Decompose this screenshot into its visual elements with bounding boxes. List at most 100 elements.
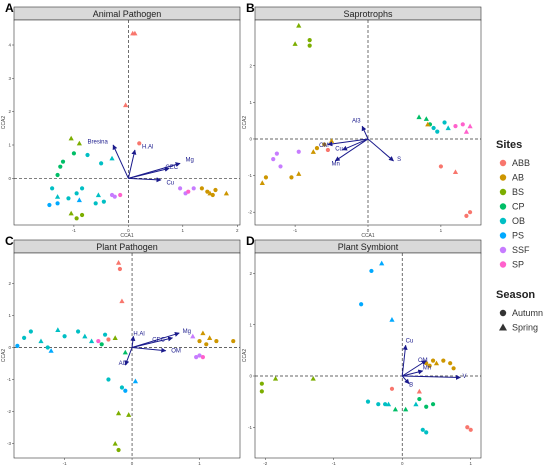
point-bs-autumn [74,216,79,221]
point-abb-autumn [106,337,111,342]
arrow-mn [334,138,369,162]
point-ob-autumn [420,427,425,432]
arrow-hal [130,335,136,348]
point-abb-spring [123,102,129,108]
point-ob-autumn [66,196,71,201]
point-bs-autumn [307,43,312,48]
point-ssf-autumn [274,151,279,156]
arrow-label: Al3 [352,119,361,125]
x-tick-label: 2 [236,228,239,233]
point-ob-spring [413,401,419,407]
point-ab-autumn [451,366,456,371]
arrow-mn [402,369,424,377]
point-ab-autumn [197,338,202,344]
arrow-om [401,360,427,377]
env-arrows: Al3 OM Mn Cu S [319,119,401,168]
point-bs-spring [310,375,316,381]
x-tick-label: 0 [401,461,404,465]
legend-swatch-abb [499,159,507,167]
point-ssf-autumn [197,353,202,358]
point-ab-autumn [204,342,209,347]
plot-frame [13,252,241,459]
y-tick-label: 2 [8,109,11,114]
point-bs-spring [68,210,74,216]
point-abb-spring [119,298,125,304]
panel-a: A Animal Pathogen -1 0 1 2 0 1 2 3 4 CCA1 CCA2 Bresin… [1,1,241,239]
env-arrows: Bresina H.Al Mg CEC Cu [88,139,194,186]
legend-label-ps: PS [512,231,524,241]
y-axis-label: CCA2 [242,349,248,363]
point-ps-autumn [47,202,52,208]
point-ob-spring [88,338,95,344]
point-ab-spring [200,330,206,336]
point-ob-autumn [101,199,106,204]
plot-frame [13,19,241,226]
x-tick-label: 1 [182,228,185,233]
legend-label-ssf: SSF [512,245,530,255]
arrow-mg [131,332,180,348]
point-cp-spring [416,114,422,120]
point-ssf-autumn [194,355,199,360]
point-ssf-autumn [278,164,283,169]
panel-letter: A [5,1,14,15]
point-abb-spring [416,388,422,394]
arrow-label: OM [319,143,329,149]
x-tick-label: 0 [131,461,134,465]
panel-title: Plant Pathogen [96,242,158,252]
y-tick-label: 0 [8,345,11,350]
point-sp-autumn [118,192,123,198]
point-cp-spring [423,116,429,121]
point-cp-autumn [430,402,436,407]
point-ps-autumn [359,302,364,307]
point-ps-spring [132,378,139,384]
point-ob-spring [82,333,88,339]
arrow-label: H.Al [142,144,153,150]
arrow-label: Mg [186,158,194,164]
point-ab-autumn [213,187,218,193]
panels: A Animal Pathogen -1 0 1 2 0 1 2 3 4 CCA1 CCA2 Bresin… [1,1,482,465]
point-ob-autumn [85,152,90,158]
panel-d: D Plant Symbiont -2 -1 0 1 -1 0 1 2 CCA1 CCA2 Cu OMMn… [242,234,482,465]
point-bs-autumn [259,381,264,386]
y-tick-label: 0 [8,176,11,181]
point-abb-autumn [438,164,444,169]
arrow-cec [131,336,174,348]
panel-b: B Saprotrophs -1 0 1 -2 -1 0 1 2 CCA1 CCA2 Al3 OM Mn Cu… [242,1,482,239]
legend-shape-spring [499,323,507,331]
point-ob-autumn [365,399,371,404]
point-ps-spring [76,197,82,203]
point-ssf-autumn [296,149,301,154]
point-ab-autumn [205,189,210,194]
legend-label-sp: SP [512,260,524,270]
point-cp-spring [392,406,398,412]
point-ob-autumn [79,186,85,191]
point-ob-autumn [22,335,27,340]
point-ob-autumn [383,402,388,407]
point-bs-spring [76,140,82,146]
legend-label-ob: OB [512,216,525,226]
arrow-label: OM [171,348,181,354]
x-tick-label: 1 [198,461,201,465]
point-abb-spring [452,169,459,174]
arrow-bresina [112,144,129,179]
point-ob-spring [95,192,102,198]
arrow-cu [401,344,408,377]
arrow-al3 [124,347,133,366]
point-cp-autumn [424,404,429,409]
point-ssf-spring [190,333,196,339]
legend-label-cp: CP [512,202,525,212]
point-ab-autumn [214,338,219,344]
point-cp-autumn [55,172,60,178]
env-arrows: H.Al Mg Al3 OM CEC [119,329,191,367]
x-tick-label: 1 [469,461,472,465]
point-ps-autumn [369,268,374,274]
point-ps-autumn [55,201,60,206]
point-ab-spring [223,190,229,196]
y-axis-label: CCA2 [1,116,7,130]
point-ab-autumn [199,186,204,191]
point-ob-autumn [50,186,55,191]
point-ssf-autumn [191,186,196,191]
point-abb-autumn [464,213,469,218]
legend-swatch-ob [499,217,507,225]
